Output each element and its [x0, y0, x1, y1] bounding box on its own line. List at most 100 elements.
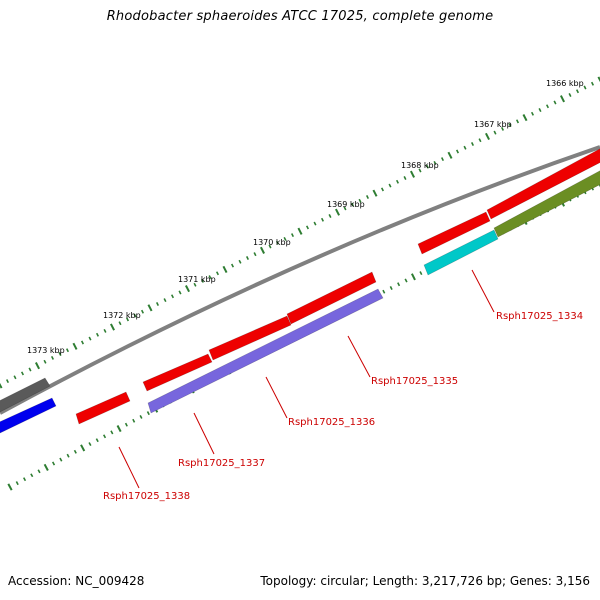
outer-tick — [140, 309, 145, 314]
outer-tick — [500, 126, 505, 131]
gene-olive-right[interactable] — [493, 168, 600, 238]
gene-rsph17025-1336[interactable] — [147, 288, 384, 414]
outer-tick — [125, 317, 130, 322]
outer-tick — [455, 149, 460, 154]
inner-tick — [30, 473, 34, 478]
outer-tick — [343, 206, 347, 211]
leader-1335 — [347, 335, 371, 378]
scale-label-1370: 1370 kbp — [253, 238, 291, 247]
outer-tick — [410, 170, 415, 178]
outer-tick — [388, 183, 392, 188]
outer-tick — [313, 221, 317, 226]
outer-tick — [230, 263, 235, 268]
outer-tick — [425, 164, 430, 169]
outer-tick — [478, 138, 482, 143]
outer-tick — [545, 104, 550, 109]
gene-rsph17025-1336-red[interactable] — [208, 315, 292, 361]
outer-tick — [208, 275, 212, 280]
outer-tick — [485, 132, 490, 141]
scale-label-1371: 1371 kbp — [178, 275, 216, 284]
gene-features — [0, 146, 600, 434]
outer-tick — [568, 93, 572, 97]
inner-tick — [73, 449, 77, 454]
outer-tick — [590, 81, 595, 86]
inner-tick — [51, 461, 56, 466]
outer-tick — [403, 176, 407, 180]
outer-tick — [260, 246, 265, 254]
gene-rsph17025-1334-red[interactable] — [417, 211, 491, 255]
gene-red-right[interactable] — [486, 146, 600, 220]
gene-rsph17025-1338[interactable] — [75, 391, 131, 425]
outer-tick — [418, 168, 422, 173]
outer-tick — [50, 355, 55, 360]
inner-tick — [80, 444, 86, 452]
outer-tick — [253, 252, 257, 257]
outer-tick — [5, 379, 10, 384]
outer-tick — [538, 108, 542, 113]
outer-tick — [185, 285, 190, 293]
inner-tick — [15, 481, 19, 486]
outer-tick — [155, 302, 160, 306]
genome-backbone-inner — [0, 150, 600, 440]
outer-tick — [463, 145, 467, 150]
inner-tick — [22, 477, 27, 482]
outer-tick — [238, 259, 242, 264]
outer-tick — [80, 340, 85, 345]
outer-tick — [0, 382, 3, 389]
outer-tick — [20, 371, 25, 376]
gene-label-1336: Rsph17025_1336 — [288, 417, 375, 428]
scale-label-1373: 1373 kbp — [27, 346, 65, 355]
outer-tick — [350, 202, 355, 207]
outer-tick — [290, 233, 295, 238]
gene-gray[interactable] — [0, 377, 51, 413]
inner-tick — [116, 425, 122, 433]
inner-tick — [124, 422, 128, 427]
outer-tick — [380, 187, 385, 192]
outer-tick — [147, 304, 153, 312]
inner-tick — [382, 289, 386, 294]
scale-label-1372: 1372 kbp — [103, 311, 141, 320]
outer-tick — [65, 348, 70, 353]
outer-tick — [560, 95, 565, 103]
gene-rsph17025-1337-red[interactable] — [142, 353, 213, 392]
scale-label-1367: 1367 kbp — [474, 120, 512, 129]
gene-blue[interactable] — [0, 397, 57, 434]
outer-tick — [328, 214, 332, 218]
outer-tick — [440, 157, 445, 162]
inner-tick — [146, 411, 150, 416]
outer-tick — [493, 130, 497, 135]
outer-tick — [470, 142, 475, 146]
inner-tick — [397, 282, 401, 287]
inner-tick — [7, 483, 13, 491]
outer-tick — [95, 332, 100, 337]
outer-tick — [110, 323, 115, 331]
outer-tick — [200, 278, 205, 283]
scale-ticks — [0, 76, 600, 491]
outer-tick — [58, 352, 62, 357]
outer-tick — [358, 198, 362, 203]
outer-tick — [88, 336, 92, 341]
accession-text: Accession: NC_009428 — [8, 574, 145, 588]
outer-tick — [522, 114, 528, 122]
inner-tick — [411, 273, 416, 281]
outer-tick — [35, 362, 40, 370]
outer-tick — [575, 89, 580, 94]
outer-tick — [320, 217, 325, 222]
inner-tick — [404, 278, 408, 283]
outer-tick — [13, 375, 17, 380]
label-leaders — [118, 269, 495, 489]
gene-rsph17025-1335-red[interactable] — [286, 271, 377, 325]
outer-tick — [305, 225, 310, 230]
outer-tick — [335, 208, 340, 216]
outer-tick — [447, 151, 453, 159]
outer-tick — [297, 227, 303, 235]
outer-tick — [245, 256, 250, 260]
gene-rsph17025-1334[interactable] — [423, 229, 499, 276]
outer-tick — [43, 359, 47, 364]
outer-tick — [515, 119, 520, 124]
gene-label-1335: Rsph17025_1335 — [371, 376, 458, 387]
outer-tick — [170, 294, 175, 299]
inner-tick — [37, 469, 41, 474]
inner-tick — [389, 286, 393, 290]
outer-tick — [268, 244, 272, 249]
